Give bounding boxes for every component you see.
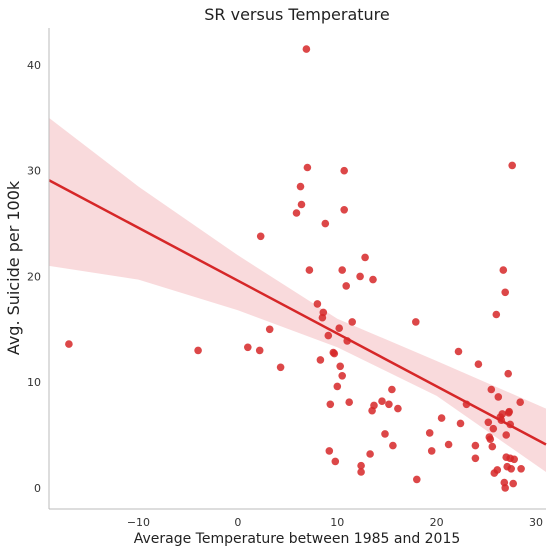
data-point [357, 461, 365, 470]
data-point [388, 385, 396, 394]
data-point [361, 253, 369, 262]
data-point [369, 275, 377, 284]
data-point [333, 382, 342, 391]
data-point [494, 393, 503, 401]
data-point [427, 447, 436, 455]
data-point [501, 288, 510, 297]
data-point [499, 266, 508, 274]
y-tick-label: 10 [27, 376, 41, 389]
data-point [501, 484, 510, 492]
data-point [244, 343, 252, 352]
data-point [413, 475, 421, 484]
data-point [330, 349, 339, 358]
data-point [357, 468, 365, 476]
data-point [504, 409, 513, 417]
data-point [356, 272, 364, 281]
y-tick-label: 20 [27, 270, 41, 283]
data-point [487, 385, 496, 394]
data-point [486, 435, 495, 444]
x-axis-ticks: −10 0 10 20 30 [127, 516, 543, 529]
data-point [276, 363, 285, 372]
data-point [302, 45, 311, 53]
data-point [338, 372, 347, 380]
y-axis-label: Avg. Suicide per 100k [4, 180, 23, 355]
data-point [292, 209, 301, 217]
data-point [324, 331, 333, 340]
data-point [325, 447, 334, 455]
regression-line [48, 179, 547, 446]
data-point [194, 346, 202, 355]
data-point [331, 457, 340, 466]
data-point [340, 206, 349, 214]
data-point [425, 429, 434, 437]
data-point [336, 362, 345, 371]
data-point [256, 232, 265, 241]
data-point [508, 161, 516, 170]
data-point [305, 266, 314, 274]
y-tick-label: 30 [27, 165, 41, 178]
data-point [471, 454, 480, 463]
data-point [316, 356, 325, 364]
data-point [338, 266, 347, 274]
data-point [517, 465, 525, 473]
data-point [65, 340, 73, 348]
data-point [412, 318, 420, 326]
data-point [381, 430, 389, 438]
data-point [319, 308, 328, 317]
data-point [437, 414, 446, 422]
data-point [484, 418, 493, 427]
data-point [516, 398, 524, 407]
data-point [504, 369, 512, 378]
y-axis-ticks: 0 10 20 30 40 [27, 59, 41, 495]
data-point [321, 219, 330, 228]
data-point [255, 346, 264, 355]
data-point [303, 163, 312, 172]
data-point [326, 400, 335, 409]
x-tick-label: 10 [330, 516, 344, 529]
x-tick-label: 30 [529, 516, 543, 529]
data-point [370, 401, 378, 410]
data-point [366, 450, 374, 458]
data-point [342, 282, 351, 290]
x-tick-label: 0 [234, 516, 241, 529]
data-point [489, 424, 498, 433]
data-point [492, 310, 501, 319]
data-point [456, 419, 465, 428]
data-point [474, 360, 483, 369]
confidence-band [49, 117, 546, 473]
data-point [454, 347, 463, 356]
data-point [345, 398, 354, 407]
data-point [385, 400, 393, 409]
plot-area [48, 45, 547, 492]
data-point [507, 465, 515, 473]
data-point [509, 479, 517, 488]
x-axis-label: Average Temperature between 1985 and 201… [134, 531, 461, 547]
data-point [348, 318, 357, 326]
data-point [493, 466, 502, 474]
chart-title: SR versus Temperature [204, 5, 390, 24]
data-point [297, 200, 306, 209]
data-point [313, 300, 322, 308]
data-point [510, 455, 518, 464]
data-point [265, 325, 274, 334]
data-point [296, 182, 305, 191]
data-point [378, 397, 386, 406]
data-point [335, 324, 344, 333]
x-tick-label: −10 [127, 516, 150, 529]
y-tick-label: 0 [34, 482, 41, 495]
data-point [502, 431, 511, 439]
x-tick-label: 20 [430, 516, 444, 529]
data-point [389, 441, 397, 450]
data-point [340, 166, 349, 175]
data-point [394, 404, 402, 413]
data-point [498, 410, 507, 418]
y-tick-label: 40 [27, 59, 41, 72]
data-point [471, 441, 480, 450]
data-point [488, 442, 497, 451]
data-point [444, 440, 453, 449]
